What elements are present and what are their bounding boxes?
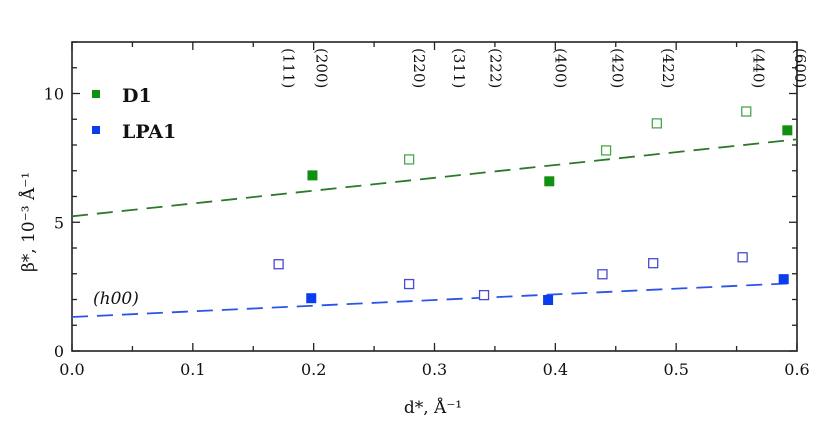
open-point-d1 xyxy=(600,145,612,156)
reflection-label: (200) xyxy=(312,48,330,88)
reflection-label: (420) xyxy=(608,48,626,88)
reflection-label: (311) xyxy=(450,48,468,88)
y-tick-label: 5 xyxy=(54,213,64,232)
filled-point-d1 xyxy=(782,125,793,136)
open-point-d1 xyxy=(403,154,415,165)
open-point-lpa1 xyxy=(478,289,490,301)
x-tick-label: 0.1 xyxy=(180,360,205,379)
x-tick-label: 0.5 xyxy=(663,360,688,379)
legend-marker-lpa1 xyxy=(92,126,100,134)
reflection-label: (222) xyxy=(486,48,504,88)
open-point-lpa1 xyxy=(403,278,415,290)
filled-point-lpa1 xyxy=(778,274,789,285)
filled-point-d1 xyxy=(307,170,318,181)
legend-label-lpa1: LPA1 xyxy=(122,121,176,143)
open-point-lpa1 xyxy=(737,252,748,263)
legend-marker-d1 xyxy=(92,90,100,98)
y-tick-label: 0 xyxy=(54,342,64,361)
x-tick-label: 0.3 xyxy=(422,360,447,379)
x-tick-label: 0.6 xyxy=(784,360,809,379)
filled-point-lpa1 xyxy=(543,295,554,306)
open-point-lpa1 xyxy=(273,259,284,270)
plot-frame xyxy=(71,41,798,352)
x-axis-label: d*, Å⁻¹ xyxy=(404,397,462,418)
fit-line-lpa1 xyxy=(71,282,798,318)
reflection-label: (111) xyxy=(280,48,298,88)
reflection-label: (220) xyxy=(410,48,428,88)
open-point-lpa1 xyxy=(648,258,659,269)
reflection-label: (400) xyxy=(552,48,570,88)
reflection-label: (600) xyxy=(791,48,809,88)
open-point-lpa1 xyxy=(597,269,608,280)
legend-label-d1: D1 xyxy=(122,85,152,107)
filled-point-lpa1 xyxy=(306,293,317,304)
filled-point-d1 xyxy=(544,176,555,187)
plot-area: 0.0 0.1 0.2 0.3 0.4 0.5 0.6 0 5 10 (111) (200) (220)… xyxy=(44,41,810,379)
open-point-d1 xyxy=(741,106,752,117)
annotation-h00: (h00) xyxy=(93,289,139,309)
reflection-label: (440) xyxy=(750,48,768,88)
x-tick-label: 0.4 xyxy=(543,360,568,379)
open-point-d1 xyxy=(651,118,662,129)
x-tick-label: 0.2 xyxy=(301,360,326,379)
fit-line-d1 xyxy=(71,138,798,218)
y-axis-label: β*, 10⁻³ Å⁻¹ xyxy=(18,172,39,272)
x-tick-label: 0.0 xyxy=(59,360,84,379)
reflection-label: (422) xyxy=(659,48,677,88)
y-tick-label: 10 xyxy=(44,85,64,104)
